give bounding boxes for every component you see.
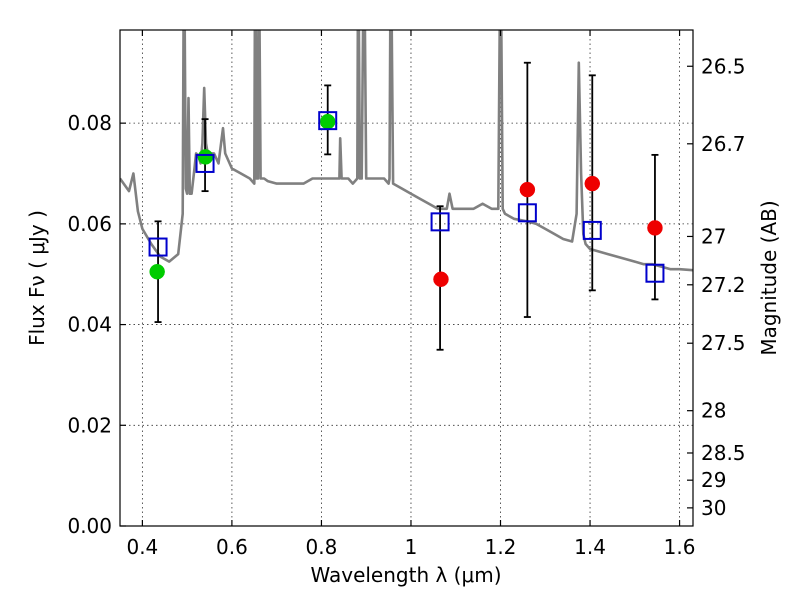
y-right-tick-label: 30 bbox=[701, 496, 726, 520]
blue-square-point bbox=[430, 212, 450, 232]
x-tick-label: 1.6 bbox=[664, 535, 696, 559]
x-tick-label: 1.4 bbox=[574, 535, 606, 559]
x-tick-label: 0.4 bbox=[126, 535, 158, 559]
y-tick-label: 0.02 bbox=[67, 413, 112, 437]
red-point bbox=[433, 271, 449, 288]
blue-square-point bbox=[148, 237, 168, 257]
y-right-tick-label: 28 bbox=[701, 399, 726, 423]
x-axis-label: Wavelength λ (μm) bbox=[310, 563, 501, 587]
red-point bbox=[519, 181, 536, 198]
blue-square-point bbox=[195, 153, 215, 173]
y-right-tick-label: 26.7 bbox=[701, 132, 746, 156]
y-tick-label: 0.04 bbox=[67, 313, 112, 337]
marker-layer bbox=[148, 111, 665, 288]
x-tick-label: 1 bbox=[405, 535, 418, 559]
plot-frame bbox=[119, 29, 694, 527]
x-tick-label: 0.8 bbox=[306, 535, 338, 559]
y-tick-label: 0.06 bbox=[67, 212, 112, 236]
y-axis-label: Flux Fν ( μJy ) bbox=[25, 210, 49, 346]
y-axis-right-label: Magnitude (AB) bbox=[757, 200, 781, 355]
green-point bbox=[319, 113, 336, 130]
y-right-tick-label: 27 bbox=[701, 224, 726, 248]
red-point bbox=[647, 220, 663, 236]
y-tick-label: 0.08 bbox=[67, 111, 112, 135]
tick-label-layer: 0.4 0.6 0.8 1 1.2 1.4 1.6 0.00 0.02 0.04 0.06 0.08 2… bbox=[67, 54, 745, 559]
blue-square-point bbox=[645, 263, 665, 283]
green-point bbox=[149, 263, 165, 280]
tick-layer bbox=[120, 30, 693, 527]
blue-square-point bbox=[582, 220, 602, 240]
blue-square-point bbox=[517, 203, 537, 223]
y-right-tick-label: 28.5 bbox=[701, 441, 746, 465]
y-right-tick-label: 27.5 bbox=[701, 331, 746, 355]
x-tick-label: 1.2 bbox=[485, 535, 517, 559]
red-point bbox=[584, 175, 601, 192]
blue-square-point bbox=[318, 111, 338, 131]
grid bbox=[120, 30, 693, 526]
green-point bbox=[197, 149, 214, 165]
x-tick-label: 0.6 bbox=[216, 535, 248, 559]
y-right-tick-label: 27.2 bbox=[701, 273, 746, 297]
y-right-tick-label: 26.5 bbox=[701, 54, 746, 78]
y-tick-label: 0.00 bbox=[67, 514, 112, 538]
y-right-tick-label: 29 bbox=[701, 468, 726, 492]
